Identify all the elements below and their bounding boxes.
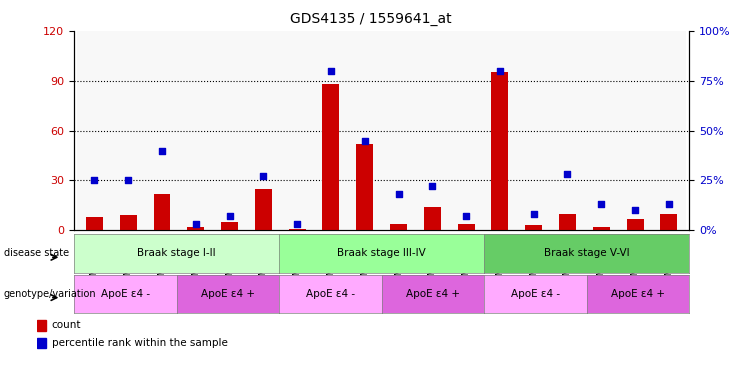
Bar [37, 338, 46, 348]
Point [393, 191, 405, 197]
Text: ApoE ε4 +: ApoE ε4 + [611, 289, 665, 299]
Bar [449, 31, 483, 230]
Bar [111, 31, 145, 230]
Text: count: count [52, 320, 82, 331]
Bar [78, 31, 111, 230]
Bar [416, 31, 449, 230]
Point [156, 147, 168, 154]
Point [359, 137, 370, 144]
Point [224, 214, 236, 220]
Bar [382, 31, 416, 230]
Bar [652, 31, 685, 230]
Bar [627, 219, 643, 230]
Text: GDS4135 / 1559641_at: GDS4135 / 1559641_at [290, 12, 451, 25]
Bar [516, 31, 551, 230]
Point [291, 221, 303, 227]
Point [190, 221, 202, 227]
Bar [187, 227, 205, 230]
Bar [458, 224, 474, 230]
Point [528, 211, 539, 217]
Bar [593, 227, 610, 230]
Text: Braak stage V-VI: Braak stage V-VI [544, 248, 629, 258]
Point [595, 201, 607, 207]
Bar [551, 31, 585, 230]
Bar [585, 31, 618, 230]
Bar [255, 189, 272, 230]
Bar [289, 229, 305, 230]
Point [325, 68, 337, 74]
Bar [179, 31, 213, 230]
Bar [424, 207, 441, 230]
Bar [37, 320, 46, 331]
Bar [618, 31, 652, 230]
Point [426, 184, 438, 190]
Bar [213, 31, 247, 230]
Text: Braak stage III-IV: Braak stage III-IV [337, 248, 426, 258]
Bar [120, 215, 136, 230]
Point [494, 68, 506, 74]
Point [562, 171, 574, 177]
Text: ApoE ε4 -: ApoE ε4 - [101, 289, 150, 299]
Point [460, 214, 472, 220]
Text: ApoE ε4 +: ApoE ε4 + [201, 289, 255, 299]
Text: ApoE ε4 -: ApoE ε4 - [511, 289, 560, 299]
Bar [356, 144, 373, 230]
Point [122, 177, 134, 184]
Point [629, 207, 641, 214]
Bar [660, 214, 677, 230]
Point [88, 177, 100, 184]
Bar [153, 194, 170, 230]
Bar [559, 214, 576, 230]
Text: percentile rank within the sample: percentile rank within the sample [52, 338, 227, 348]
Text: ApoE ε4 -: ApoE ε4 - [306, 289, 355, 299]
Bar [348, 31, 382, 230]
Bar [280, 31, 314, 230]
Text: disease state: disease state [4, 248, 69, 258]
Bar [221, 222, 238, 230]
Bar [322, 84, 339, 230]
Bar [491, 72, 508, 230]
Bar [525, 225, 542, 230]
Bar [483, 31, 516, 230]
Bar [247, 31, 280, 230]
Bar [145, 31, 179, 230]
Bar [314, 31, 348, 230]
Text: genotype/variation: genotype/variation [4, 289, 96, 299]
Bar [390, 224, 407, 230]
Point [663, 201, 675, 207]
Bar [86, 217, 103, 230]
Point [257, 174, 269, 180]
Text: Braak stage I-II: Braak stage I-II [137, 248, 216, 258]
Text: ApoE ε4 +: ApoE ε4 + [406, 289, 460, 299]
